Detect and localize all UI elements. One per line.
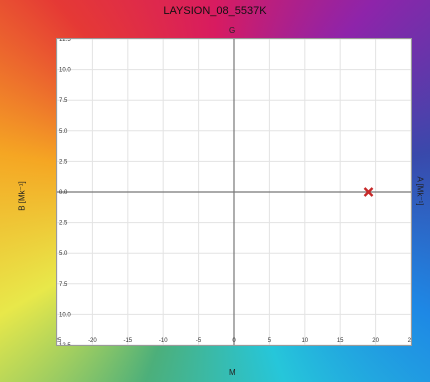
top-axis-letter: G bbox=[229, 26, 236, 35]
left-axis-label: B [Mk⁻¹] bbox=[17, 181, 27, 211]
plot-area: -25 -20 -15 -10 -5 0 5 10 15 20 25 12.5 10.0 7.5 5.0 2.… bbox=[56, 38, 412, 346]
y-tick-label: 12.5 bbox=[59, 343, 71, 345]
data-point-0 bbox=[363, 187, 374, 197]
right-axis-label: A [Mk⁻¹] bbox=[415, 176, 425, 206]
x-tick-label: -20 bbox=[88, 338, 97, 344]
y-tick-label: 7.5 bbox=[59, 282, 68, 288]
x-tick-label: 15 bbox=[337, 338, 344, 344]
y-tick-label: 7.5 bbox=[59, 98, 68, 104]
x-tick-label: 10 bbox=[301, 338, 308, 344]
chart-canvas: -25 -20 -15 -10 -5 0 5 10 15 20 25 12.5 10.0 7.5 5.0 2.… bbox=[57, 39, 411, 345]
bottom-axis-letter: M bbox=[229, 368, 236, 377]
y-tick-label: 5.0 bbox=[59, 251, 68, 257]
y-tick-label: 12.5 bbox=[59, 39, 71, 43]
x-tick-label: -15 bbox=[123, 338, 132, 344]
x-tick-label: -5 bbox=[196, 338, 202, 344]
y-tick-label: 10.0 bbox=[59, 68, 71, 74]
x-tick-label: -25 bbox=[57, 338, 62, 344]
x-tick-label: 25 bbox=[408, 338, 411, 344]
data-point-stroke bbox=[363, 187, 374, 197]
x-tick-label: 0 bbox=[232, 338, 236, 344]
y-tick-label: 0.0 bbox=[59, 190, 68, 196]
chart-title: LAYSION_08_5537K bbox=[163, 5, 267, 17]
y-tick-label: 2.5 bbox=[59, 159, 68, 165]
y-tick-label: 5.0 bbox=[59, 129, 68, 135]
y-tick-label: 2.5 bbox=[59, 221, 68, 227]
x-tick-label: 5 bbox=[268, 338, 272, 344]
y-tick-label: 10.0 bbox=[59, 312, 71, 318]
x-tick-label: 20 bbox=[372, 338, 379, 344]
x-tick-label: -10 bbox=[159, 338, 168, 344]
